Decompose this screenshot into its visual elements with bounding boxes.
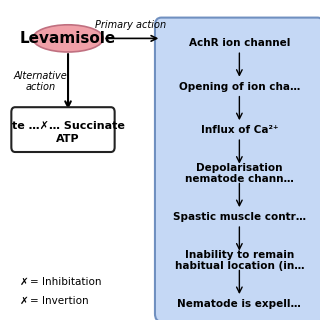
Text: Depolarisation
nematode chann…: Depolarisation nematode chann… — [185, 163, 294, 184]
Text: Influx of Ca²⁺: Influx of Ca²⁺ — [201, 125, 278, 135]
Text: = Invertion: = Invertion — [30, 296, 89, 306]
FancyBboxPatch shape — [11, 107, 115, 152]
Text: Opening of ion cha…: Opening of ion cha… — [179, 82, 300, 92]
Text: Inability to remain
habitual location (in…: Inability to remain habitual location (i… — [175, 250, 304, 271]
Text: ✗: ✗ — [20, 276, 29, 287]
Text: = Inhibitation: = Inhibitation — [30, 276, 102, 287]
Text: ✗: ✗ — [20, 296, 29, 306]
Text: te …✗… Succinate: te …✗… Succinate — [12, 121, 124, 132]
Text: Levamisole: Levamisole — [20, 31, 116, 46]
Text: Alternative
action: Alternative action — [13, 71, 67, 92]
Text: Nematode is expell…: Nematode is expell… — [178, 299, 301, 309]
Ellipse shape — [33, 25, 103, 52]
Text: AchR ion channel: AchR ion channel — [189, 38, 290, 48]
Text: Spastic muscle contr…: Spastic muscle contr… — [173, 212, 306, 222]
FancyBboxPatch shape — [155, 18, 320, 320]
Text: Primary action: Primary action — [95, 20, 167, 30]
Text: ATP: ATP — [56, 134, 80, 144]
